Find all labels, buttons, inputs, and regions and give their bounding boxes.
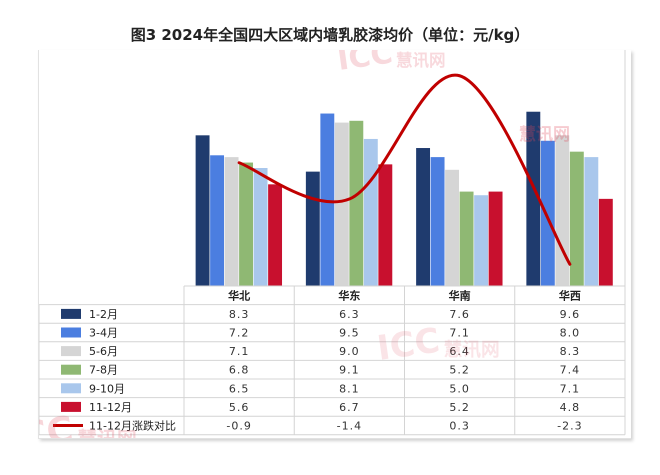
legend-label: 11-12月 (89, 401, 132, 414)
table-cell: 7.1 (560, 382, 581, 395)
table-cell: 5.2 (449, 401, 470, 414)
bar-2-3 (334, 122, 349, 286)
trend-line (237, 73, 572, 266)
watermark-subtext: 慧讯网 (444, 339, 500, 361)
bar-3-4 (459, 191, 474, 286)
bar-4-1 (526, 111, 541, 286)
bar-1-6 (268, 184, 283, 286)
bar-1-5 (253, 168, 268, 286)
bar-1-2 (210, 155, 225, 286)
table-cell: 8.1 (339, 382, 360, 395)
bar-4-2 (540, 140, 555, 286)
table-cell: 8.0 (560, 327, 581, 340)
table-cell: 6.4 (449, 345, 470, 358)
bar-1-3 (224, 157, 239, 286)
watermark-logo: ICC (335, 50, 395, 78)
bar-4-3 (555, 135, 570, 286)
table-cell: 7.2 (229, 327, 250, 340)
category-label: 华北 (228, 289, 250, 303)
legend-key (61, 364, 81, 375)
bar-1-4 (239, 162, 254, 286)
legend-label: 3-4月 (89, 327, 118, 340)
watermark-subtext: 慧讯网 (77, 428, 136, 438)
table-cell: -0.9 (226, 420, 251, 433)
legend-key (61, 327, 81, 338)
table-cell: 8.3 (560, 345, 581, 358)
table-cell: 6.3 (339, 308, 360, 321)
chart-svg: 华北 华东 华南 华西 1-2月 8.3 6.3 7.6 9.6 3-4月 7.2 9.5 7.1 8.0… (39, 50, 626, 438)
category-label: 华西 (559, 289, 581, 303)
legend-label: 9-10月 (89, 382, 125, 395)
table-cell: 7.1 (449, 327, 470, 340)
table-cell: 6.7 (339, 401, 360, 414)
bar-3-1 (416, 148, 431, 286)
watermark-logo: ICC (375, 321, 443, 369)
legend-key (61, 308, 81, 319)
table-cell: 6.8 (229, 364, 250, 377)
chart-title: 图3 2024年全国四大区域内墙乳胶漆均价（单位：元/kg） (130, 26, 530, 44)
bar-4-5 (584, 157, 599, 286)
table-cell: 7.4 (560, 364, 581, 377)
category-label: 华东 (338, 289, 360, 303)
table-cell: -1.4 (337, 420, 362, 433)
chart-area: 华北 华东 华南 华西 1-2月 8.3 6.3 7.6 9.6 3-4月 7.2 9.5 7.1 8.0… (38, 50, 631, 439)
table-cell: -2.3 (557, 420, 582, 433)
bar-3-6 (488, 191, 503, 286)
bar-4-6 (598, 198, 613, 286)
legend-label: 5-6月 (89, 345, 118, 358)
legend-label: 11-12月涨跌对比 (89, 419, 176, 433)
bar-2-1 (305, 171, 320, 286)
table-cell: 9.6 (560, 308, 581, 321)
bar-3-3 (445, 169, 460, 286)
table-cell: 5.6 (229, 401, 250, 414)
legend-key (61, 401, 81, 412)
table-cell: 6.5 (229, 382, 250, 395)
bar-3-2 (430, 157, 445, 286)
bar-2-5 (363, 138, 378, 286)
table-cell: 7.6 (449, 308, 470, 321)
bar-3-5 (474, 195, 489, 286)
watermark-subtext: 慧讯网 (396, 50, 446, 70)
category-label: 华南 (449, 289, 471, 303)
legend-key (61, 383, 81, 394)
table-cell: 0.3 (449, 420, 470, 433)
table-cell: 9.1 (339, 364, 360, 377)
bar-4-4 (569, 151, 584, 286)
watermark-logo: ICC (39, 409, 76, 438)
table-cell: 9.5 (339, 327, 360, 340)
bar-2-2 (320, 113, 335, 287)
table-cell: 8.3 (229, 308, 250, 321)
table-cell: 9.0 (339, 345, 360, 358)
watermark-subtext: 慧讯网 (519, 124, 570, 145)
legend-label: 7-8月 (89, 364, 118, 377)
bar-1-1 (195, 135, 210, 286)
legend-label: 1-2月 (89, 308, 118, 321)
table-cell: 5.0 (449, 382, 470, 395)
bar-2-4 (349, 120, 364, 286)
table-cell: 5.2 (449, 364, 470, 377)
table-cell: 4.8 (560, 401, 581, 414)
legend-key (61, 346, 81, 357)
bar-2-6 (378, 164, 393, 286)
table-cell: 7.1 (229, 345, 250, 358)
